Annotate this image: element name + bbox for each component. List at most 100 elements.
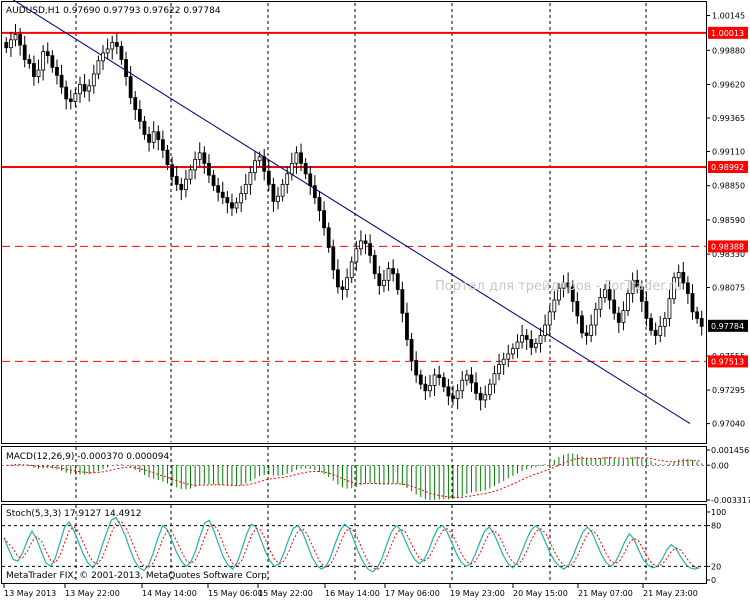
candle-body <box>101 52 105 62</box>
candle-body <box>566 282 571 288</box>
candle-body <box>570 286 575 302</box>
time-tick-label: 21 May 23:00 <box>643 589 698 598</box>
candle-body <box>699 318 704 327</box>
main-panel[interactable] <box>1 1 707 444</box>
candle-body <box>483 394 488 401</box>
level-tag-label: 1.00013 <box>711 29 744 38</box>
candle-body <box>621 310 626 323</box>
price-tick-label: 0.99880 <box>712 46 745 55</box>
candle-body <box>589 324 594 336</box>
candle-body <box>658 325 663 336</box>
candle-body <box>616 312 621 323</box>
candle-body <box>681 272 686 284</box>
candle-body <box>59 74 64 88</box>
candle-body <box>64 86 69 100</box>
candle-body <box>137 109 142 122</box>
candle-body <box>303 162 308 175</box>
stoch-tick-label: 80 <box>711 522 721 531</box>
candle-body <box>607 289 612 301</box>
candle-body <box>202 152 207 164</box>
stoch-tick-label: 100 <box>711 508 726 517</box>
macd-signal-line <box>6 457 702 499</box>
level-tag <box>708 26 748 39</box>
candle-body <box>22 44 27 60</box>
vertical-grid <box>75 3 647 583</box>
copyright: MetaTrader FIX, © 2001-2013, MetaQuotes … <box>6 571 270 581</box>
candle-body <box>27 59 32 64</box>
candle-body <box>322 210 326 229</box>
watermark: Портал для трейдеров - ForTrader.ru <box>435 279 682 294</box>
time-tick-label: 21 May 07:00 <box>578 589 633 598</box>
candle-body <box>598 297 603 310</box>
candle-body <box>271 183 276 202</box>
candle-body <box>547 311 552 326</box>
candle-body <box>87 85 92 92</box>
macd-tick-label: 0.00 <box>711 461 729 470</box>
candle-body <box>335 269 340 288</box>
price-tick-label: 0.99620 <box>712 80 745 89</box>
candle-body <box>151 131 156 143</box>
candle-body <box>428 385 432 392</box>
candle-body <box>91 73 96 87</box>
candle-body <box>672 277 676 300</box>
candle-body <box>174 176 179 185</box>
time-tick-label: 15 May 06:00 <box>208 589 263 598</box>
candle-body <box>340 286 345 290</box>
price-tick-label: 0.99365 <box>712 114 745 123</box>
stoch-scale: 100 80 20 0 <box>706 508 726 585</box>
candle-body <box>372 254 377 275</box>
candle-body <box>575 300 580 317</box>
candle-body <box>124 59 128 78</box>
candle-body <box>474 382 478 394</box>
level-tag <box>708 161 748 174</box>
candle-body <box>359 240 363 250</box>
candle-body <box>253 160 257 173</box>
candle-body <box>331 247 336 271</box>
candle-body <box>211 174 216 187</box>
candle-body <box>630 279 635 294</box>
candle-body <box>285 173 290 185</box>
candle-body <box>257 156 262 162</box>
level-lines[interactable] <box>2 31 706 362</box>
candle-body <box>441 377 446 388</box>
candle-body <box>36 69 41 78</box>
level-tag-label: 0.98992 <box>711 163 744 172</box>
candle-body <box>78 84 82 95</box>
stoch-tick-label: 0 <box>711 576 716 585</box>
candle-body <box>156 131 161 141</box>
candle-body <box>451 395 455 400</box>
level-tag-label: 0.98388 <box>711 242 744 251</box>
candle-body <box>501 358 506 365</box>
candle-body <box>377 273 382 286</box>
candle-body <box>382 279 386 286</box>
candle-body <box>114 42 119 47</box>
candle-body <box>649 318 653 331</box>
macd-tick-label: -0.003317 <box>711 496 750 505</box>
candle-body <box>345 277 349 290</box>
stoch-panel[interactable] <box>1 504 707 584</box>
candle-body <box>248 172 253 185</box>
candle-body <box>105 48 110 54</box>
price-tick-label: 0.97040 <box>712 420 745 429</box>
price-tick-label: 0.99110 <box>712 148 745 157</box>
candle-body <box>147 134 151 143</box>
candle-body <box>695 311 699 319</box>
trend-line[interactable] <box>6 0 691 425</box>
candle-body <box>45 51 50 56</box>
price-tick-label: 0.98850 <box>712 182 745 191</box>
time-tick-label: 19 May 23:00 <box>450 589 505 598</box>
candle-body <box>368 243 373 256</box>
candle-body <box>418 374 423 385</box>
macd-scale: 0.001456 0.00 -0.003317 <box>706 446 750 505</box>
candle-body <box>170 164 174 177</box>
price-scale: 1.00145 0.99880 0.99620 0.99365 0.99110 0.988… <box>706 11 745 429</box>
candle-body <box>234 202 239 209</box>
macd-header: MACD(12,26,9) -0.000370 0.000094 <box>6 452 169 462</box>
candle-body <box>690 293 695 313</box>
candle-body <box>639 286 644 302</box>
time-tick-label: 13 May 22:00 <box>65 589 120 598</box>
macd-panel[interactable] <box>1 446 707 502</box>
candle-body <box>119 45 124 60</box>
candle-body <box>497 364 501 375</box>
